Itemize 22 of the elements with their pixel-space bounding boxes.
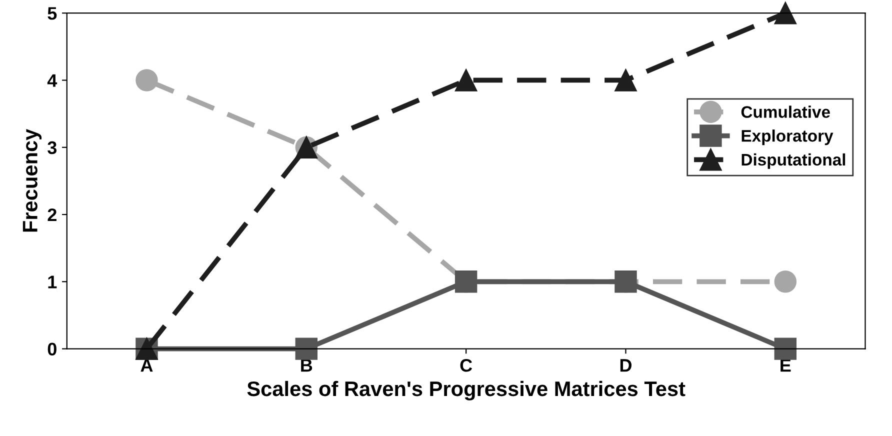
y-tick-label: 1	[48, 276, 57, 288]
x-tick-label: A	[140, 359, 153, 372]
point	[295, 338, 318, 360]
point	[454, 69, 478, 92]
point	[774, 338, 797, 360]
point	[136, 69, 158, 92]
y-tick-label: 3	[48, 141, 57, 154]
y-axis-title: Frecuency	[22, 128, 42, 232]
point	[774, 270, 797, 293]
x-tick-label: B	[301, 359, 312, 372]
x-axis-title: Scales of Raven's Progressive Matrices Test	[247, 380, 686, 400]
x-tick-label: C	[460, 359, 472, 372]
point	[774, 2, 797, 24]
x-tick-label: D	[620, 359, 632, 372]
legend-label: Cumulative	[741, 106, 830, 118]
legend-label: Disputational	[742, 153, 846, 169]
y-tick-label: 0	[48, 342, 56, 356]
point	[614, 69, 637, 92]
y-tick-label: 2	[48, 208, 56, 222]
y-tick-label: 4	[47, 74, 58, 87]
y-tick-label: 5	[48, 7, 57, 20]
legend-label: Exploratory	[742, 130, 834, 146]
